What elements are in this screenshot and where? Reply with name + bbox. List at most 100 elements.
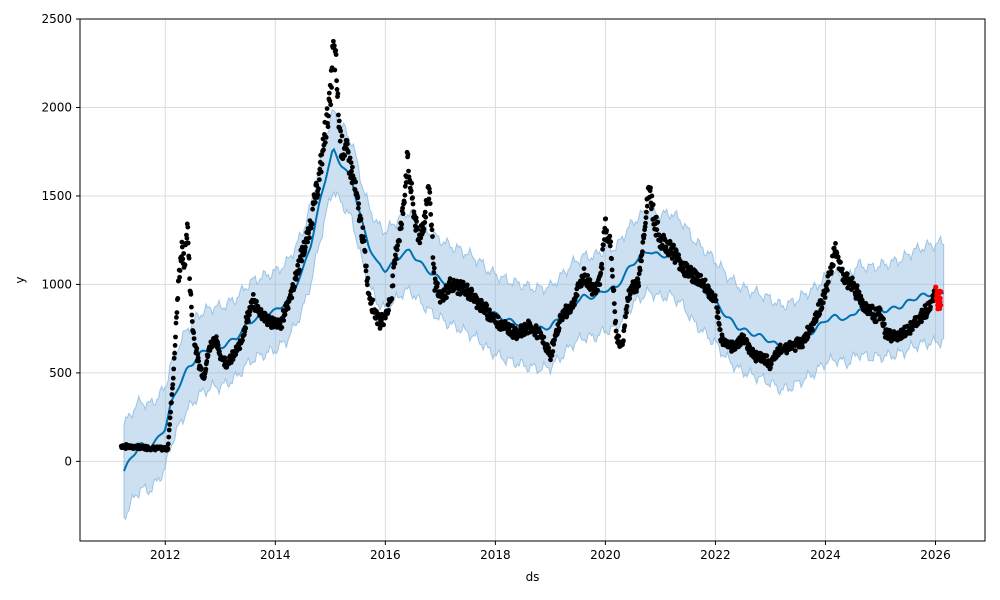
observed-point <box>599 261 605 267</box>
observed-point <box>331 38 336 44</box>
observed-point <box>673 248 679 254</box>
observed-point <box>198 365 204 371</box>
observed-point <box>616 333 622 339</box>
observed-point <box>464 282 470 288</box>
observed-point <box>715 309 721 315</box>
observed-point <box>312 200 318 205</box>
observed-point <box>680 265 686 271</box>
observed-point <box>254 299 259 304</box>
observed-point <box>292 284 297 290</box>
observed-point <box>825 287 830 293</box>
observed-point <box>258 307 264 312</box>
observed-point <box>447 276 453 282</box>
uncertainty-band <box>123 108 945 521</box>
observed-point <box>246 312 252 318</box>
observed-point <box>819 305 825 311</box>
observed-point <box>676 252 681 258</box>
observed-point <box>607 233 613 239</box>
y-tick-label: 500 <box>49 366 72 380</box>
observed-point <box>574 293 580 298</box>
observed-point <box>170 385 175 391</box>
observed-point <box>410 201 416 207</box>
observed-point <box>389 296 395 301</box>
observed-points <box>118 38 938 453</box>
observed-point <box>165 441 171 447</box>
observed-point <box>427 189 433 195</box>
observed-point <box>166 434 172 440</box>
observed-point <box>838 259 843 265</box>
observed-point <box>365 275 371 281</box>
observed-point <box>854 283 860 289</box>
observed-point <box>460 279 466 285</box>
observed-point <box>179 239 185 245</box>
observed-point <box>204 359 210 364</box>
observed-point <box>325 124 331 130</box>
observed-point <box>654 227 660 233</box>
observed-point <box>601 242 606 248</box>
observed-point <box>402 200 407 206</box>
observed-point <box>360 234 366 240</box>
observed-point <box>361 238 367 244</box>
observed-point <box>581 266 587 271</box>
observed-point <box>829 269 834 274</box>
observed-point <box>648 185 653 191</box>
observed-point <box>395 243 400 248</box>
observed-point <box>324 106 330 111</box>
observed-point <box>768 361 774 367</box>
observed-point <box>873 319 879 325</box>
observed-point <box>627 296 633 301</box>
observed-point <box>408 188 414 194</box>
observed-point <box>825 279 831 285</box>
observed-point <box>400 211 406 217</box>
observed-point <box>533 323 539 328</box>
observed-point <box>611 301 617 306</box>
observed-point <box>644 203 650 209</box>
observed-point <box>299 258 305 264</box>
observed-point <box>333 48 339 53</box>
observed-point <box>792 348 798 353</box>
observed-point <box>233 352 239 357</box>
observed-point <box>331 43 337 48</box>
observed-point <box>342 153 348 159</box>
x-tick-label: 2016 <box>370 548 401 562</box>
observed-point <box>307 235 312 241</box>
observed-point <box>598 270 604 276</box>
observed-point <box>215 342 221 348</box>
observed-point <box>305 239 310 245</box>
observed-point <box>671 242 676 248</box>
observed-point <box>919 319 924 325</box>
observed-point <box>613 318 619 324</box>
recent-point <box>937 304 943 310</box>
observed-point <box>650 202 656 208</box>
observed-point <box>716 315 721 321</box>
observed-point <box>321 147 326 153</box>
observed-point <box>317 177 322 183</box>
observed-point <box>338 128 343 134</box>
observed-point <box>622 323 628 328</box>
observed-point <box>431 270 437 275</box>
observed-point <box>169 392 175 397</box>
observed-point <box>624 310 629 316</box>
observed-point <box>428 212 434 217</box>
observed-point <box>355 195 361 201</box>
observed-point <box>541 334 547 340</box>
observed-point <box>350 164 355 170</box>
observed-point <box>410 195 415 201</box>
observed-point <box>308 225 314 231</box>
observed-point <box>627 292 633 297</box>
observed-point <box>243 325 249 331</box>
observed-point <box>394 247 400 253</box>
observed-point <box>409 180 415 186</box>
observed-point <box>181 251 187 256</box>
observed-point <box>247 308 253 314</box>
observed-point <box>381 322 386 328</box>
observed-point <box>810 327 815 333</box>
observed-point <box>325 120 330 126</box>
observed-point <box>643 215 649 221</box>
observed-point <box>177 274 183 280</box>
observed-point <box>835 254 841 260</box>
observed-point <box>609 256 614 262</box>
observed-point <box>184 235 190 241</box>
observed-point <box>430 234 435 239</box>
